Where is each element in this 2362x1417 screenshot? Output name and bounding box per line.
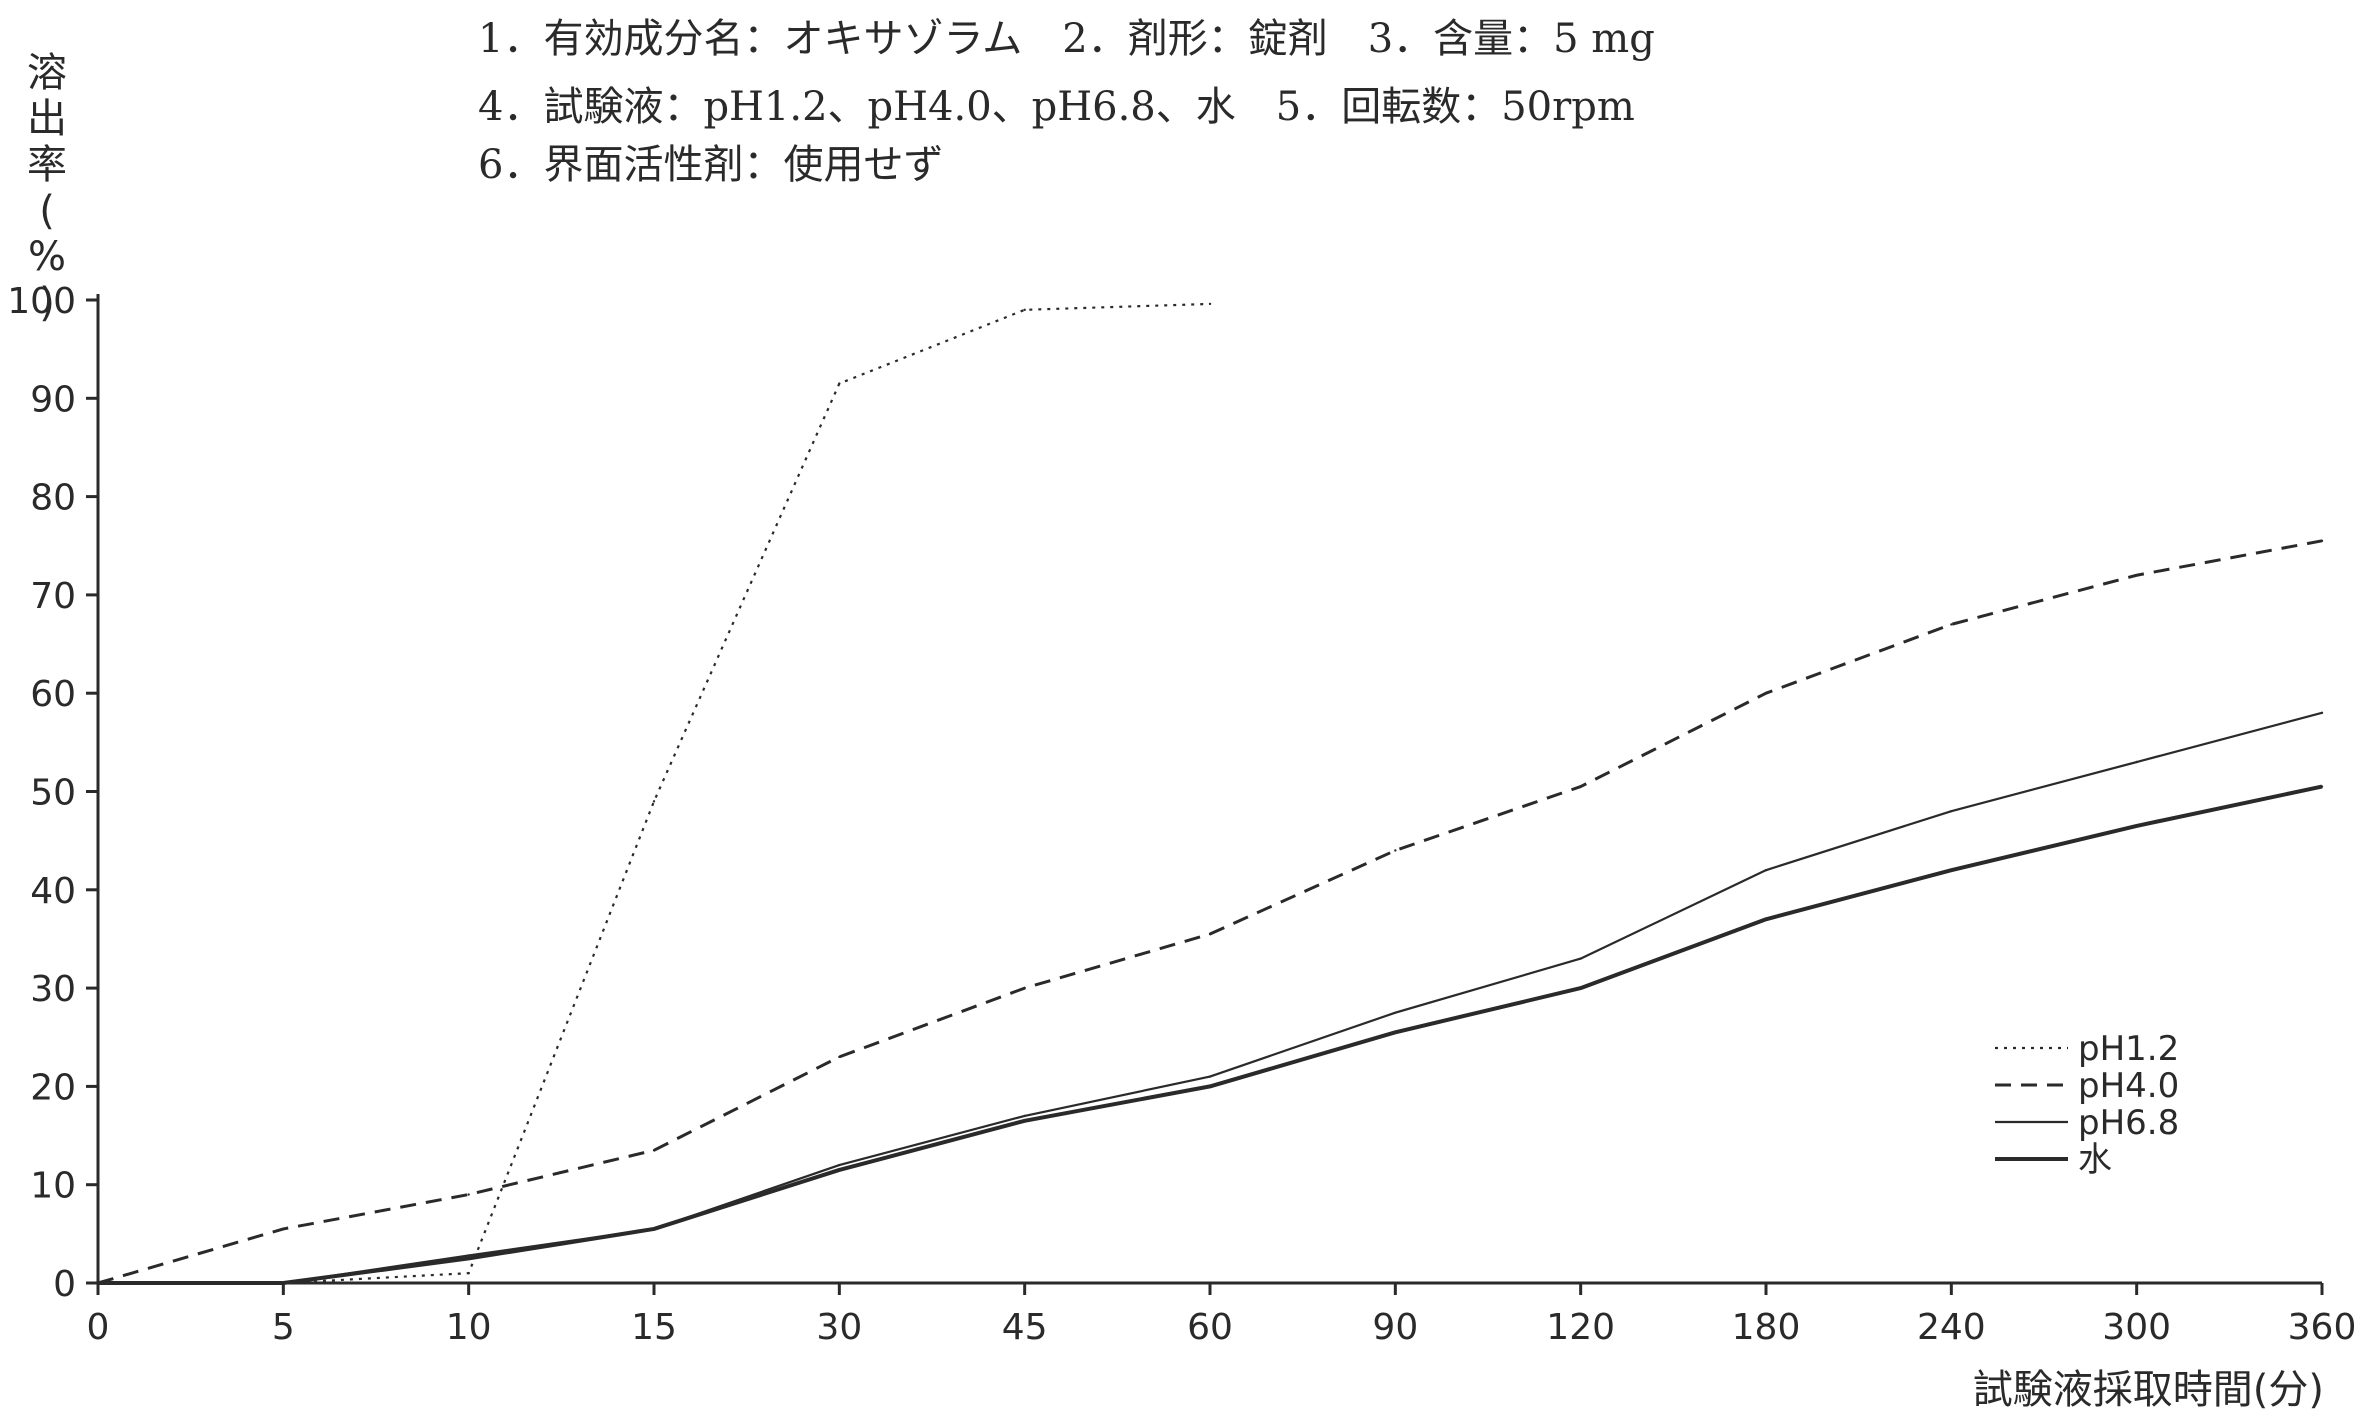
y-axis-label-char: ) bbox=[39, 280, 55, 326]
x-tick-label: 90 bbox=[1372, 1307, 1418, 1348]
data-point bbox=[1023, 308, 1026, 312]
y-tick-label: 40 bbox=[30, 871, 76, 912]
data-point bbox=[1579, 986, 1582, 990]
series-line-pH1.2 bbox=[98, 302, 1211, 1285]
data-point bbox=[1764, 918, 1768, 921]
legend-label-pH6.8: pH6.8 bbox=[2078, 1103, 2179, 1143]
data-point bbox=[1764, 868, 1768, 872]
data-point bbox=[1950, 809, 1953, 813]
data-point bbox=[652, 800, 656, 803]
y-tick-label: 10 bbox=[30, 1166, 76, 1207]
y-axis-label-char: 溶 bbox=[27, 50, 67, 96]
legend-label-水: 水 bbox=[2078, 1140, 2112, 1180]
x-tick-label: 5 bbox=[272, 1307, 295, 1348]
header-line-3: 6．界面活性剤：使用せず bbox=[478, 142, 944, 188]
x-tick-label: 180 bbox=[1732, 1307, 1801, 1348]
data-point bbox=[1208, 1075, 1212, 1078]
data-point bbox=[2320, 711, 2324, 715]
data-point bbox=[838, 1055, 841, 1059]
data-point bbox=[2135, 760, 2138, 764]
data-point bbox=[2320, 785, 2324, 788]
data-point bbox=[1208, 302, 1212, 306]
y-tick-label: 80 bbox=[30, 478, 76, 519]
x-tick-label: 10 bbox=[446, 1307, 492, 1348]
x-axis-label: 試験液採取時間(分) bbox=[1973, 1367, 2324, 1413]
legend-label-pH4.0: pH4.0 bbox=[2078, 1066, 2179, 1106]
y-tick-label: 90 bbox=[30, 379, 76, 420]
y-axis-label-char: % bbox=[27, 234, 66, 280]
y-tick-label: 0 bbox=[53, 1264, 76, 1305]
data-point bbox=[1208, 1085, 1212, 1088]
data-point bbox=[1208, 932, 1212, 936]
y-tick-label: 70 bbox=[30, 576, 76, 617]
data-point bbox=[1764, 692, 1768, 695]
y-axis-label-char: 率 bbox=[27, 142, 67, 188]
data-point bbox=[2135, 574, 2138, 577]
x-tick-label: 360 bbox=[2288, 1307, 2357, 1348]
legend-label-pH1.2: pH1.2 bbox=[2078, 1029, 2179, 1069]
y-tick-label: 100 bbox=[7, 281, 76, 322]
data-point bbox=[1950, 868, 1953, 872]
y-tick-label: 50 bbox=[30, 773, 76, 814]
x-tick-label: 120 bbox=[1546, 1307, 1615, 1348]
data-point bbox=[96, 1281, 100, 1285]
data-point bbox=[467, 1193, 470, 1196]
series-line-pH4.0 bbox=[97, 539, 2323, 1285]
data-point bbox=[1950, 623, 1953, 626]
data-point bbox=[1579, 785, 1582, 788]
data-point bbox=[838, 1163, 841, 1167]
y-tick-label: 20 bbox=[30, 1067, 76, 1108]
data-point bbox=[1023, 1114, 1026, 1118]
data-point bbox=[838, 1168, 841, 1172]
data-point bbox=[1394, 1031, 1397, 1034]
data-point bbox=[838, 382, 841, 385]
x-tick-label: 240 bbox=[1917, 1307, 1986, 1348]
y-tick-label: 60 bbox=[30, 674, 76, 715]
data-point bbox=[467, 1271, 470, 1275]
y-axis-label-char: ( bbox=[39, 188, 55, 234]
x-tick-label: 300 bbox=[2102, 1307, 2171, 1348]
data-point bbox=[282, 1281, 285, 1285]
data-point bbox=[652, 1149, 656, 1152]
data-point bbox=[1023, 1119, 1026, 1123]
y-axis-label-char: 出 bbox=[27, 96, 67, 142]
header-line-2: 4．試験液：pH1.2、pH4.0、pH6.8、水 5．回転数：50rpm bbox=[478, 84, 1635, 130]
data-point bbox=[467, 1257, 470, 1260]
y-axis-label: 溶出率(%) bbox=[12, 50, 82, 326]
series-line-pH6.8 bbox=[98, 711, 2323, 1285]
series-line-水 bbox=[98, 784, 2323, 1285]
x-tick-label: 15 bbox=[631, 1307, 677, 1348]
data-point bbox=[2135, 824, 2138, 828]
x-tick-label: 30 bbox=[816, 1307, 862, 1348]
data-point bbox=[652, 1227, 656, 1231]
data-point bbox=[282, 1227, 285, 1231]
data-point bbox=[1394, 849, 1397, 852]
data-point bbox=[467, 1254, 470, 1257]
data-point bbox=[2320, 539, 2324, 543]
y-tick-label: 30 bbox=[30, 969, 76, 1010]
data-point bbox=[1394, 1011, 1397, 1014]
header-line-1: 1．有効成分名：オキサゾラム 2．剤形：錠剤 3．含量：5 mg bbox=[478, 16, 1655, 62]
data-point bbox=[1579, 957, 1582, 960]
x-tick-label: 45 bbox=[1002, 1307, 1048, 1348]
x-tick-label: 60 bbox=[1187, 1307, 1233, 1348]
x-tick-label: 0 bbox=[87, 1307, 110, 1348]
data-point bbox=[1023, 986, 1026, 990]
